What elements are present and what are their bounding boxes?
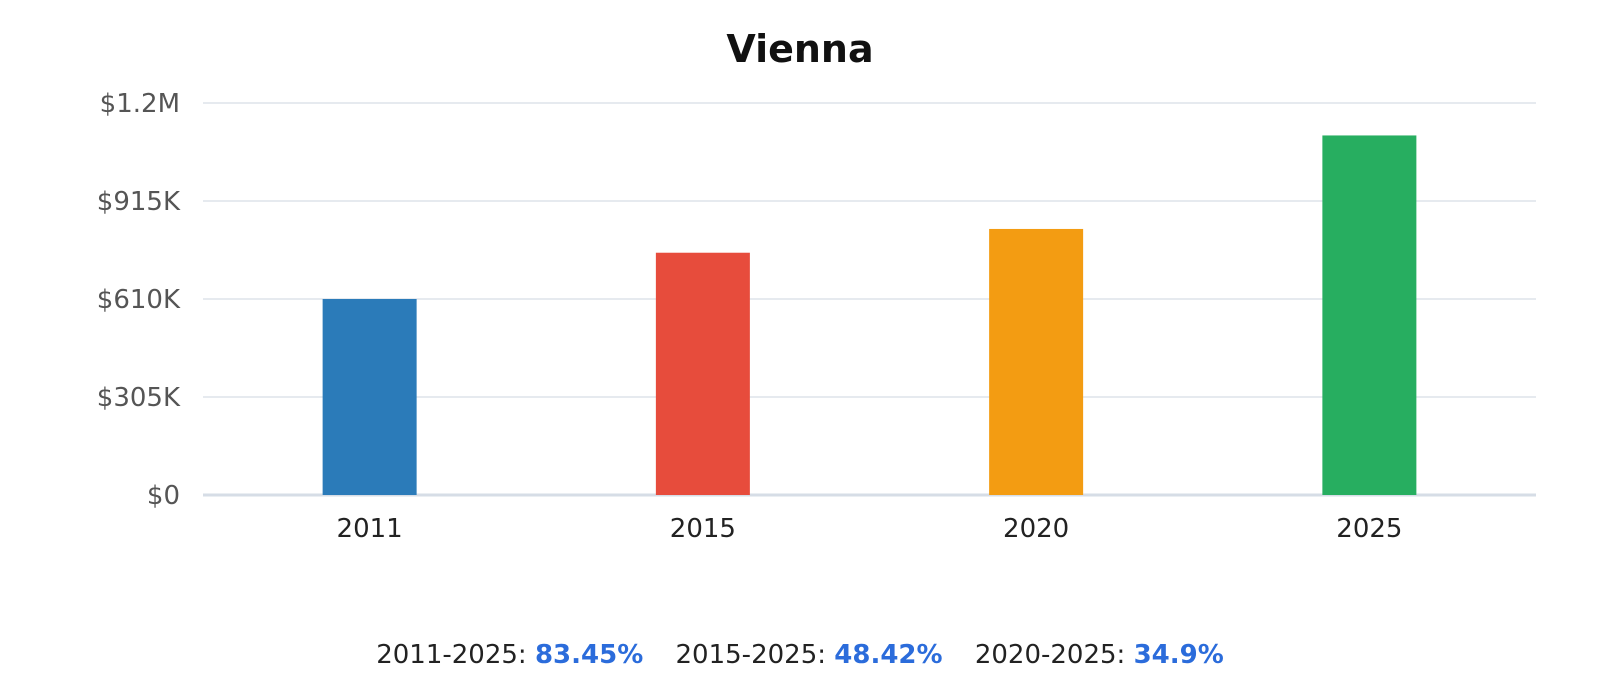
y-axis-ticks: $0 $305K $610K $915K $1.2M xyxy=(97,89,181,511)
growth-label: 2015-2025: xyxy=(675,640,826,670)
bars xyxy=(322,135,1417,495)
growth-value: 83.45% xyxy=(534,640,644,670)
growth-item-2020-2025: 2020-2025: 34.9% xyxy=(975,640,1224,670)
growth-item-2011-2025: 2011-2025: 83.45% xyxy=(376,640,651,670)
x-axis-ticks: 2011 2015 2020 2025 xyxy=(337,514,1403,544)
y-tick-label: $610K xyxy=(97,285,181,315)
y-tick-label: $0 xyxy=(147,481,180,511)
bar-2020 xyxy=(989,228,1084,495)
growth-label: 2011-2025: xyxy=(376,640,527,670)
bar-2025 xyxy=(1322,135,1417,495)
x-tick-label: 2025 xyxy=(1336,514,1402,544)
growth-label: 2020-2025: xyxy=(974,640,1126,670)
growth-summary: 2011-2025: 83.45% 2015-2025: 48.42% 2020… xyxy=(0,640,1600,670)
y-tick-label: $1.2M xyxy=(100,89,180,119)
x-tick-label: 2015 xyxy=(670,514,736,544)
growth-value: 34.9% xyxy=(1133,640,1224,670)
growth-item-2015-2025: 2015-2025: 48.42% xyxy=(676,640,951,670)
x-tick-label: 2020 xyxy=(1003,514,1069,544)
bar-chart: Vienna $0$305K$610K$915K$1.2M 2011 2015 20… xyxy=(97,27,1536,544)
y-tick-label: $305K xyxy=(97,383,181,413)
gridlines xyxy=(203,102,1536,497)
bar-2015 xyxy=(655,252,750,495)
bar-2011 xyxy=(322,299,417,495)
growth-value: 48.42% xyxy=(834,640,943,670)
chart-title: Vienna xyxy=(726,27,873,71)
x-tick-label: 2011 xyxy=(337,514,403,544)
y-tick-label: $915K xyxy=(97,187,181,217)
